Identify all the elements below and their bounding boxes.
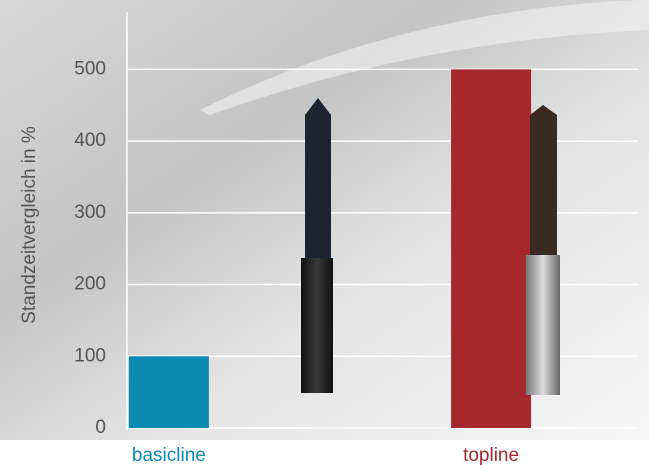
x-tick-label: basicline (132, 445, 206, 465)
tool-topline (526, 105, 560, 395)
y-tick-label: 400 (74, 130, 106, 151)
y-tick-label: 300 (74, 202, 106, 223)
y-tick-label: 100 (74, 345, 106, 366)
y-axis-label: Standzeitvergleich in % (19, 126, 40, 324)
background-streak (200, 0, 649, 115)
bar (451, 69, 532, 429)
y-tick-label: 0 (95, 417, 106, 438)
y-tick-label: 200 (74, 274, 106, 295)
tool-basicline (301, 98, 333, 393)
footer-band (0, 440, 649, 465)
bar (128, 356, 209, 428)
x-tick-label: topline (463, 445, 519, 465)
y-tick-label: 500 (74, 58, 106, 79)
